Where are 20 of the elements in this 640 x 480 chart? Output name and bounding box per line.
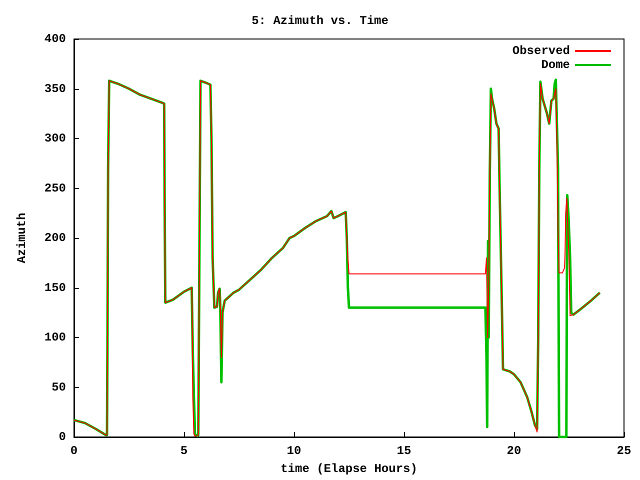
y-axis-title: Azimuth: [15, 212, 29, 264]
x-tick-label: 5: [180, 444, 188, 458]
legend-label: Observed: [512, 44, 570, 58]
y-tick-label: 350: [44, 82, 66, 96]
x-tick-label: 25: [616, 444, 632, 458]
x-tick-label: 15: [396, 444, 412, 458]
x-tick-label: 0: [70, 444, 78, 458]
y-tick-label: 300: [44, 132, 66, 146]
x-tick-label: 20: [506, 444, 522, 458]
chart-title: 5: Azimuth vs. Time: [252, 14, 388, 28]
x-axis-title: time (Elapse Hours): [280, 462, 418, 476]
y-tick-label: 100: [44, 330, 66, 344]
y-tick-label: 150: [44, 280, 66, 295]
y-tick-label: 250: [44, 181, 66, 196]
y-tick-label: 400: [44, 32, 66, 46]
y-tick-label: 200: [44, 231, 66, 245]
y-tick-label: 0: [58, 430, 66, 444]
y-tick-label: 50: [52, 380, 66, 394]
legend-label: Dome: [541, 58, 570, 72]
x-tick-label: 10: [286, 444, 302, 458]
